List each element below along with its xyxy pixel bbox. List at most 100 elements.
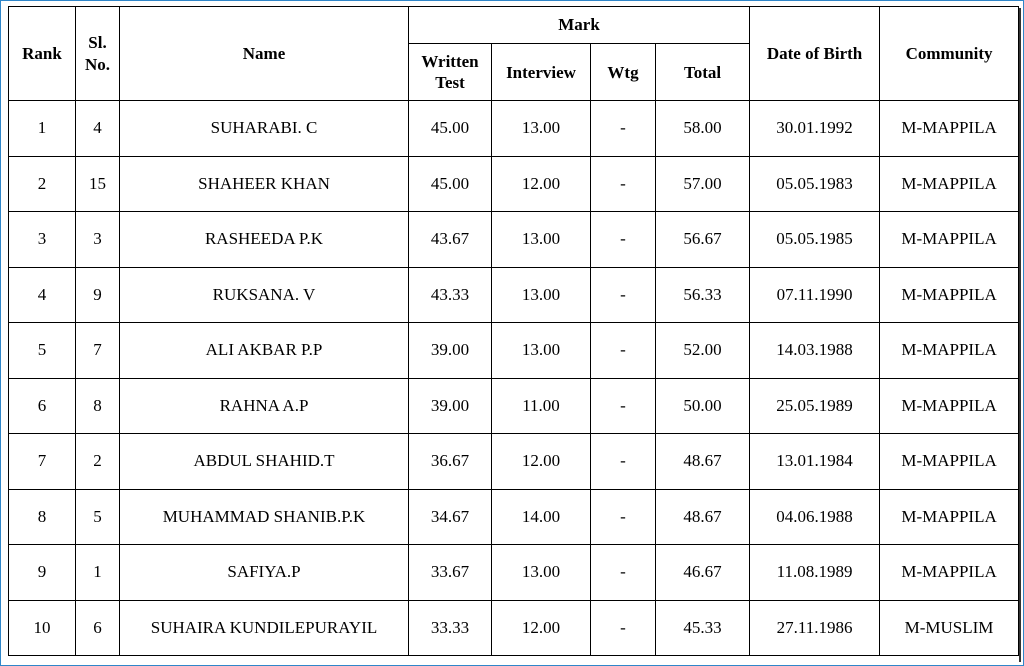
cell-name: RAHNA A.P <box>119 377 409 434</box>
cell-date-of-birth: 14.03.1988 <box>749 322 881 379</box>
cell-sl-no: 9 <box>75 266 120 323</box>
cell-total: 58.00 <box>654 100 751 157</box>
cell-total: 52.00 <box>654 322 751 379</box>
cell-sl-no: 2 <box>75 433 120 490</box>
table-row: 9 1 SAFIYA.P 33.67 13.00-46.67 11.08.1989 M-MA… <box>8 544 1020 601</box>
table-row: 4 9 RUKSANA. V 43.33 13.00-56.33 07.11.1990 M-… <box>8 266 1020 323</box>
cell-wtg: - <box>590 211 656 268</box>
cell-total: 46.67 <box>654 544 751 601</box>
cell-wtg: - <box>590 322 656 379</box>
cell-total: 50.00 <box>654 377 751 434</box>
cell-name: MUHAMMAD SHANIB.P.K <box>119 488 409 545</box>
header-wtg: Wtg <box>590 43 656 101</box>
cell-community: M-MAPPILA <box>879 377 1020 434</box>
table-row: 3 3 RASHEEDA P.K 43.67 13.00-56.67 05.05.1985… <box>8 211 1020 268</box>
header-rank: Rank <box>8 6 76 101</box>
cell-written-test: 39.00 <box>408 322 492 379</box>
table-row: 7 2 ABDUL SHAHID.T 36.67 12.00-48.67 13.01.19… <box>8 433 1020 490</box>
table-row: 6 8 RAHNA A.P 39.00 11.00-50.00 25.05.1989 M-M… <box>8 377 1020 434</box>
cell-community: M-MAPPILA <box>879 544 1020 601</box>
cell-written-test: 33.67 <box>408 544 492 601</box>
cell-interview: 13.00 <box>491 211 591 268</box>
header-sl-no-text: Sl. No. <box>84 32 111 74</box>
cell-name: SUHAIRA KUNDILEPURAYIL <box>119 599 409 656</box>
cell-rank: 9 <box>8 544 76 601</box>
cell-written-test: 45.00 <box>408 100 492 157</box>
table-row: 10 6 SUHAIRA KUNDILEPURAYIL 33.33 12.00-45.3… <box>8 599 1020 656</box>
cell-name: RASHEEDA P.K <box>119 211 409 268</box>
header-date-of-birth: Date of Birth <box>749 6 881 101</box>
cell-date-of-birth: 11.08.1989 <box>749 544 881 601</box>
table-row: 1 4 SUHARABI. C 45.00 13.00-58.00 30.01.1992 M… <box>8 100 1020 157</box>
cell-total: 57.00 <box>654 155 751 212</box>
header-written-test-text: Written Test <box>421 52 479 92</box>
cell-wtg: - <box>590 599 656 656</box>
rank-list-table: Rank Sl. No. Name Mark Date of Birth Com… <box>8 6 1020 656</box>
cell-date-of-birth: 30.01.1992 <box>749 100 881 157</box>
cell-rank: 6 <box>8 377 76 434</box>
cell-written-test: 43.67 <box>408 211 492 268</box>
cell-name: RUKSANA. V <box>119 266 409 323</box>
cell-written-test: 39.00 <box>408 377 492 434</box>
header-community: Community <box>879 6 1020 101</box>
cell-community: M-MAPPILA <box>879 433 1020 490</box>
header-row-top: Rank Sl. No. Name Mark Date of Birth Com… <box>8 6 1020 101</box>
cell-rank: 8 <box>8 488 76 545</box>
cell-date-of-birth: 05.05.1983 <box>749 155 881 212</box>
cell-total: 48.67 <box>654 433 751 490</box>
cell-sl-no: 7 <box>75 322 120 379</box>
cell-interview: 13.00 <box>491 544 591 601</box>
cell-sl-no: 8 <box>75 377 120 434</box>
cell-name: ABDUL SHAHID.T <box>119 433 409 490</box>
cell-sl-no: 15 <box>75 155 120 212</box>
cell-date-of-birth: 04.06.1988 <box>749 488 881 545</box>
cell-wtg: - <box>590 155 656 212</box>
table-header: Rank Sl. No. Name Mark Date of Birth Com… <box>8 6 1020 101</box>
cell-community: M-MAPPILA <box>879 488 1020 545</box>
cell-wtg: - <box>590 544 656 601</box>
cell-sl-no: 3 <box>75 211 120 268</box>
cell-community: M-MAPPILA <box>879 155 1020 212</box>
header-name: Name <box>119 6 409 101</box>
cell-rank: 3 <box>8 211 76 268</box>
cell-written-test: 33.33 <box>408 599 492 656</box>
cell-sl-no: 5 <box>75 488 120 545</box>
cell-sl-no: 4 <box>75 100 120 157</box>
table-row: 5 7 ALI AKBAR P.P 39.00 13.00-52.00 14.03.198… <box>8 322 1020 379</box>
scrollbar-edge <box>1019 8 1021 662</box>
cell-total: 48.67 <box>654 488 751 545</box>
table-row: 2 15 SHAHEER KHAN 45.00 12.00-57.00 05.05.198… <box>8 155 1020 212</box>
cell-name: SUHARABI. C <box>119 100 409 157</box>
cell-name: SAFIYA.P <box>119 544 409 601</box>
cell-name: SHAHEER KHAN <box>119 155 409 212</box>
cell-interview: 12.00 <box>491 599 591 656</box>
cell-date-of-birth: 27.11.1986 <box>749 599 881 656</box>
cell-interview: 13.00 <box>491 100 591 157</box>
cell-written-test: 43.33 <box>408 266 492 323</box>
header-sl-no: Sl. No. <box>75 6 120 101</box>
cell-community: M-MAPPILA <box>879 322 1020 379</box>
cell-sl-no: 6 <box>75 599 120 656</box>
cell-interview: 14.00 <box>491 488 591 545</box>
cell-community: M-MAPPILA <box>879 100 1020 157</box>
cell-rank: 2 <box>8 155 76 212</box>
cell-total: 56.67 <box>654 211 751 268</box>
cell-wtg: - <box>590 488 656 545</box>
header-row-sub: Written Test Interview Wtg Total <box>9 43 1019 101</box>
cell-name: ALI AKBAR P.P <box>119 322 409 379</box>
cell-rank: 5 <box>8 322 76 379</box>
cell-written-test: 34.67 <box>408 488 492 545</box>
cell-written-test: 45.00 <box>408 155 492 212</box>
cell-total: 56.33 <box>654 266 751 323</box>
cell-rank: 1 <box>8 100 76 157</box>
cell-date-of-birth: 05.05.1985 <box>749 211 881 268</box>
table-body: 1 4 SUHARABI. C 45.00 13.00-58.00 30.01.1992 M… <box>8 100 1020 656</box>
header-mark: Mark <box>407 6 751 44</box>
cell-interview: 12.00 <box>491 433 591 490</box>
cell-date-of-birth: 25.05.1989 <box>749 377 881 434</box>
table-row: 8 5 MUHAMMAD SHANIB.P.K 34.67 14.00-48.67 04.… <box>8 488 1020 545</box>
cell-wtg: - <box>590 266 656 323</box>
cell-sl-no: 1 <box>75 544 120 601</box>
cell-interview: 11.00 <box>491 377 591 434</box>
cell-wtg: - <box>590 377 656 434</box>
